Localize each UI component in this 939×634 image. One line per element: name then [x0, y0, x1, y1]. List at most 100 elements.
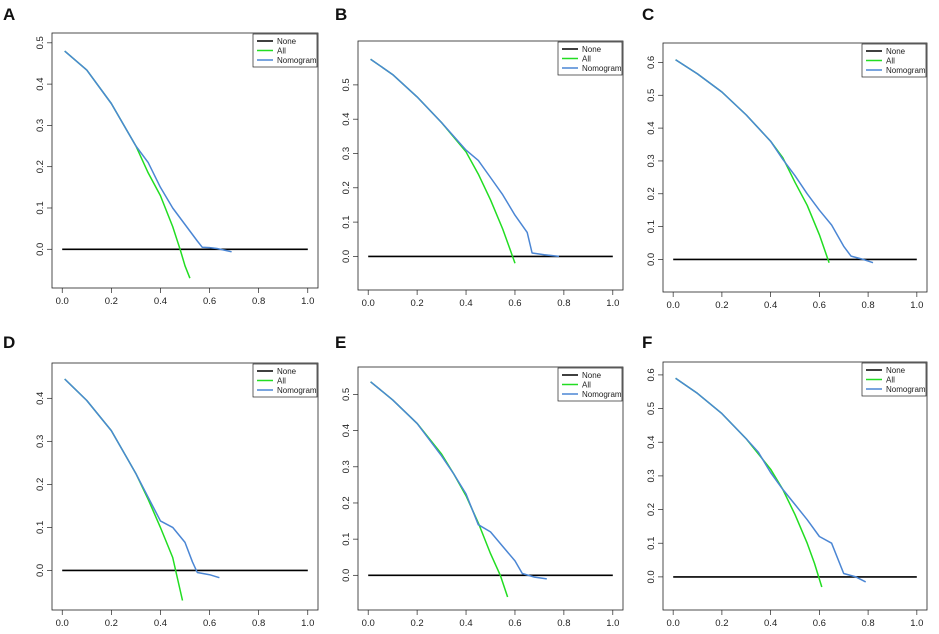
- series-group: [368, 58, 613, 264]
- panel-c: C 0.0 0.2 0.4 0.6 0.8 1.0 0.0 0.1 0.2 0.3 0.4 0.5 0.6…: [642, 5, 928, 311]
- x-tick-label: 0.4: [764, 618, 777, 629]
- legend-label: All: [277, 47, 286, 56]
- x-tick-label: 0.6: [508, 298, 521, 309]
- y-tick-label: 0.6: [646, 56, 657, 69]
- y-tick-label: 0.3: [341, 460, 352, 473]
- y-tick-label: 0.1: [646, 220, 657, 233]
- panel-label: B: [335, 5, 347, 24]
- x-tick-label: 1.0: [606, 618, 619, 629]
- series-group: [62, 50, 308, 279]
- x-tick-label: 0.4: [459, 618, 472, 629]
- y-tick-label: 0.4: [35, 78, 46, 91]
- legend-label: None: [886, 47, 906, 56]
- legend-label: None: [277, 37, 297, 46]
- y-tick-label: 0.0: [646, 253, 657, 266]
- x-tick-label: 0.8: [557, 298, 570, 309]
- legend-label: Nomogram: [277, 56, 317, 65]
- x-tick-label: 0.6: [813, 300, 826, 311]
- y-tick-label: 0.3: [35, 435, 46, 448]
- y-tick-label: 0.4: [341, 424, 352, 437]
- legend-label: Nomogram: [582, 64, 622, 73]
- series-line-nomogram: [370, 381, 547, 580]
- x-tick-label: 0.2: [105, 618, 118, 629]
- y-tick-label: 0.2: [341, 181, 352, 194]
- x-tick-label: 0.6: [813, 618, 826, 629]
- series-line-nomogram: [64, 50, 232, 253]
- y-tick-label: 0.3: [646, 469, 657, 482]
- y-tick-label: 0.1: [35, 201, 46, 214]
- series-line-all: [64, 378, 184, 601]
- x-tick-label: 0.4: [154, 618, 167, 629]
- x-tick-label: 0.4: [764, 300, 777, 311]
- y-tick-label: 0.3: [35, 119, 46, 132]
- x-tick-label: 0.4: [459, 298, 472, 309]
- x-tick-label: 0.8: [557, 618, 570, 629]
- x-tick-label: 1.0: [606, 298, 619, 309]
- panel-label: C: [642, 5, 654, 24]
- plot-frame: [662, 361, 928, 611]
- panel-label: A: [3, 5, 15, 24]
- legend-label: Nomogram: [277, 386, 317, 395]
- y-tick-label: 0.0: [341, 250, 352, 263]
- y-tick-label: 0.2: [646, 503, 657, 516]
- y-tick-label: 0.1: [35, 521, 46, 534]
- x-tick-label: 0.6: [203, 618, 216, 629]
- legend-label: Nomogram: [582, 390, 622, 399]
- y-tick-label: 0.2: [646, 187, 657, 200]
- x-tick-label: 0.6: [203, 296, 216, 307]
- x-tick-label: 1.0: [301, 296, 314, 307]
- series-group: [368, 381, 613, 598]
- x-tick-label: 0.0: [362, 298, 375, 309]
- x-tick-label: 0.0: [667, 300, 680, 311]
- series-line-nomogram: [370, 58, 560, 258]
- panel-label: E: [335, 333, 346, 352]
- x-tick-label: 0.4: [154, 296, 167, 307]
- series-line-all: [370, 381, 509, 598]
- plot-frame: [357, 366, 624, 611]
- legend-label: All: [277, 377, 286, 386]
- y-tick-label: 0.4: [646, 436, 657, 449]
- panel-b: B 0.0 0.2 0.4 0.6 0.8 1.0 0.0 0.1 0.2 0.3 0.4 0.5 Non…: [335, 5, 624, 309]
- legend-label: None: [582, 45, 602, 54]
- series-line-all: [675, 59, 830, 263]
- y-tick-label: 0.2: [35, 478, 46, 491]
- series-line-all: [370, 58, 516, 264]
- x-tick-label: 0.8: [252, 296, 265, 307]
- x-tick-label: 1.0: [301, 618, 314, 629]
- series-line-all: [64, 50, 191, 279]
- x-tick-label: 1.0: [910, 300, 923, 311]
- y-tick-label: 0.5: [341, 388, 352, 401]
- x-tick-label: 0.2: [411, 298, 424, 309]
- series-group: [673, 59, 917, 264]
- plot-frame: [51, 32, 319, 289]
- legend-label: All: [582, 55, 591, 64]
- x-tick-label: 0.2: [715, 618, 728, 629]
- panel-f: F 0.0 0.2 0.4 0.6 0.8 1.0 0.0 0.1 0.2 0.3 0.4 0.5 0.6…: [642, 333, 928, 629]
- legend-label: All: [886, 57, 895, 66]
- panel-e: E 0.0 0.2 0.4 0.6 0.8 1.0 0.0 0.1 0.2 0.3 0.4 0.5 Non…: [335, 333, 624, 629]
- y-tick-label: 0.4: [646, 121, 657, 134]
- legend-label: All: [582, 381, 591, 390]
- y-tick-label: 0.1: [341, 215, 352, 228]
- y-tick-label: 0.5: [341, 78, 352, 91]
- y-tick-label: 0.0: [35, 243, 46, 256]
- y-tick-label: 0.2: [35, 160, 46, 173]
- y-tick-label: 0.0: [341, 569, 352, 582]
- x-tick-label: 0.8: [252, 618, 265, 629]
- legend-label: None: [277, 367, 297, 376]
- x-tick-label: 0.6: [508, 618, 521, 629]
- series-line-nomogram: [675, 377, 867, 583]
- plot-frame: [662, 42, 928, 293]
- plot-frame: [357, 40, 624, 291]
- y-tick-label: 0.6: [646, 368, 657, 381]
- legend-label: None: [582, 371, 602, 380]
- series-line-nomogram: [675, 59, 874, 264]
- panel-a: A 0.0 0.2 0.4 0.6 0.8 1.0 0.0 0.1 0.2 0.3 0.4 0.5 Non…: [3, 5, 319, 307]
- y-tick-label: 0.3: [646, 154, 657, 167]
